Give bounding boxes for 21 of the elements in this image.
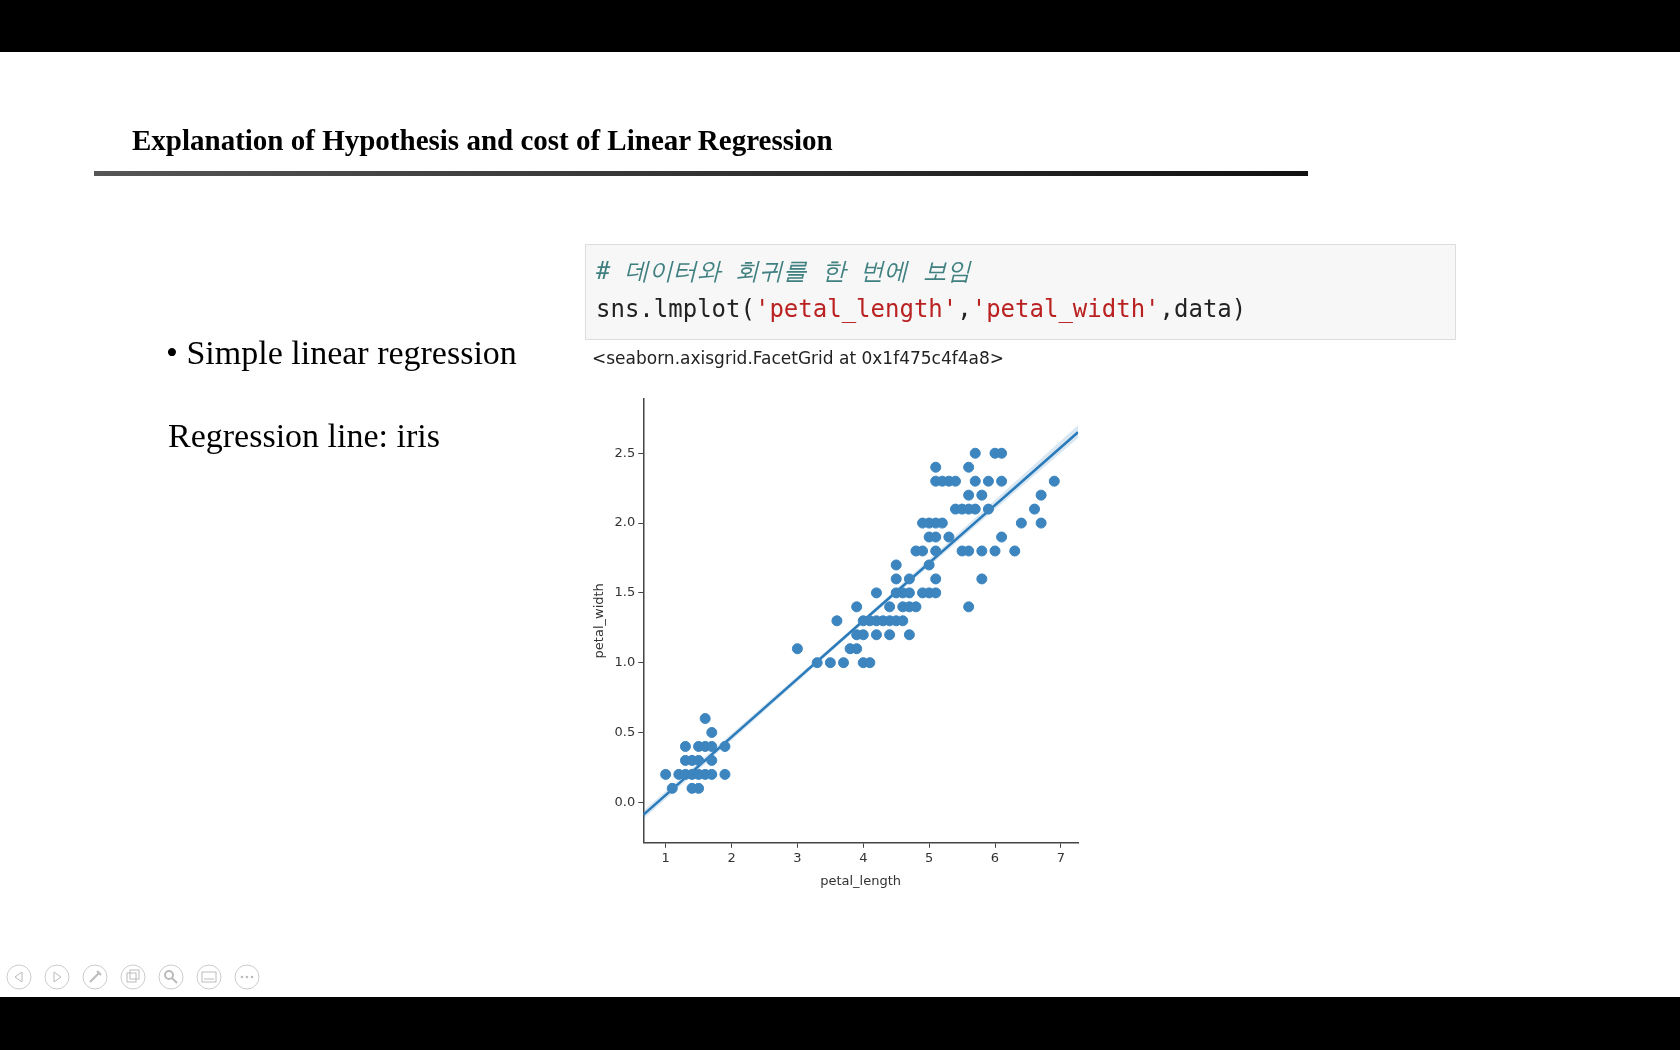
y-tick-label: 2.0 bbox=[614, 514, 636, 530]
y-tick-label: 0.5 bbox=[614, 723, 636, 739]
text: sns.lmplot('petal_length','petal_width',data) bbox=[596, 295, 1247, 323]
x-tick-label: 3 bbox=[793, 849, 802, 865]
y-tick-label: 0.0 bbox=[614, 793, 636, 809]
x-axis-title: petal_length bbox=[820, 872, 902, 888]
x-tick-label: 7 bbox=[1056, 849, 1066, 865]
chart-title: Explanation of Hypothesis and cost of Linear Regression bbox=[132, 124, 833, 157]
text: <seaborn.axisgrid.FacetGrid at 0x1f475c4f4a8> bbox=[592, 348, 1005, 368]
x-tick-label: 6 bbox=[990, 849, 1000, 865]
y-axis-title: petal_width bbox=[591, 583, 607, 659]
y-tick-label: 1.5 bbox=[614, 584, 636, 600]
x-tick-label: 2 bbox=[727, 849, 736, 865]
x-tick-label: 5 bbox=[925, 849, 934, 865]
text: • Simple linear regression bbox=[166, 334, 517, 372]
text: # 데이터와 회귀를 한 번에 보임 bbox=[596, 256, 971, 287]
y-tick-label: 1.0 bbox=[614, 654, 636, 670]
x-tick-label: 1 bbox=[661, 849, 670, 865]
text: Regression line: iris bbox=[168, 417, 440, 455]
x-tick-label: 4 bbox=[859, 849, 868, 865]
y-tick-label: 2.5 bbox=[614, 444, 636, 460]
